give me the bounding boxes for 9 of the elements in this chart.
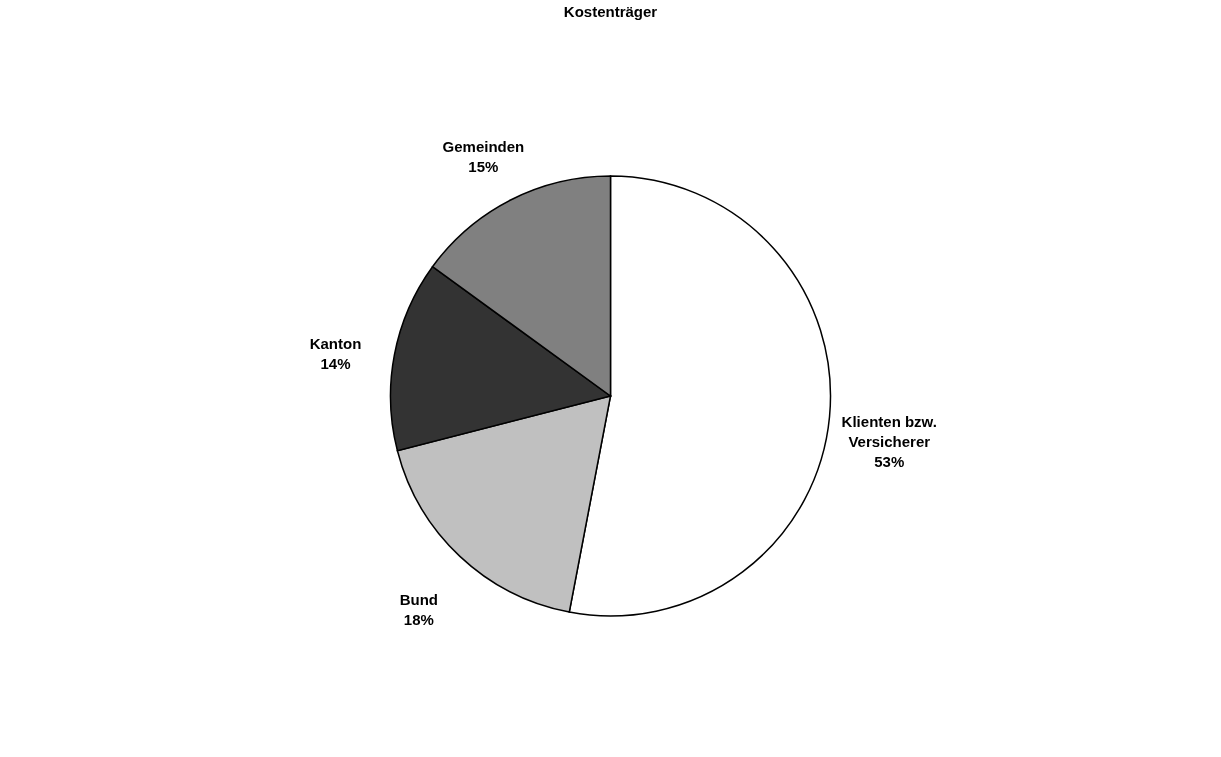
slice-label: Gemeinden (442, 137, 525, 155)
slice-label: Klienten bzw. Versicherer (841, 413, 937, 451)
data-label: 53% (874, 453, 905, 471)
slice-label: Bund (399, 591, 438, 609)
slice-label: Kanton (309, 334, 362, 352)
chart-title: Kostenträger (563, 3, 658, 20)
data-label: 15% (468, 157, 499, 175)
data-label: 14% (320, 354, 351, 372)
data-label: 18% (403, 611, 434, 629)
